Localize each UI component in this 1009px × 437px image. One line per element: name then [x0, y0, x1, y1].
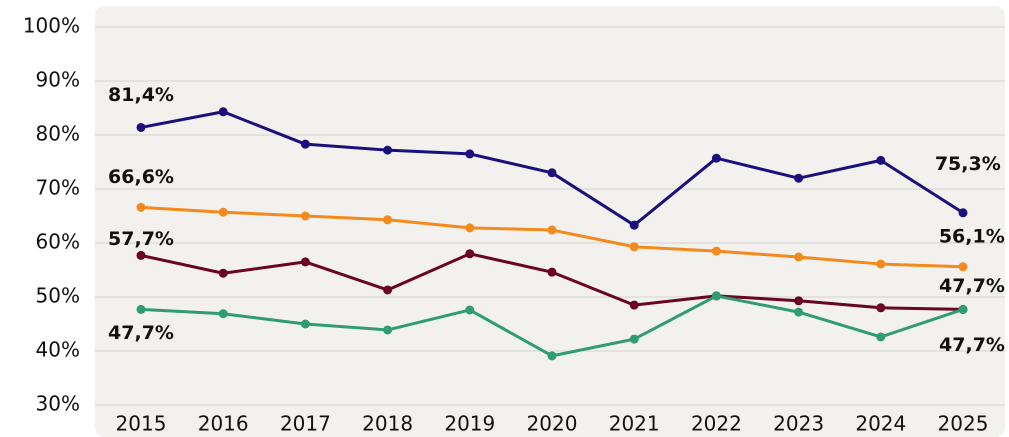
data-point: [218, 207, 228, 217]
data-point: [218, 268, 228, 278]
data-point: [547, 351, 557, 361]
data-point: [465, 305, 475, 315]
x-tick-label: 2024: [855, 412, 906, 436]
data-label: 47,7%: [939, 334, 1005, 356]
y-tick-label: 100%: [23, 14, 80, 38]
y-tick-label: 50%: [36, 284, 80, 308]
y-tick-label: 40%: [36, 338, 80, 362]
data-point: [794, 252, 804, 262]
x-tick-label: 2016: [198, 412, 249, 436]
data-point: [876, 303, 886, 313]
data-point: [794, 173, 804, 183]
data-point: [794, 296, 804, 306]
x-tick-label: 2020: [527, 412, 578, 436]
data-label: 47,7%: [939, 275, 1005, 297]
data-label: 47,7%: [108, 322, 174, 344]
data-point: [465, 149, 475, 159]
data-point: [136, 122, 146, 132]
data-point: [300, 257, 310, 267]
data-label: 66,6%: [108, 166, 174, 188]
y-tick-label: 30%: [36, 392, 80, 416]
data-point: [958, 208, 968, 218]
data-point: [711, 291, 721, 301]
data-point: [711, 246, 721, 256]
data-point: [383, 285, 393, 295]
data-point: [547, 267, 557, 277]
data-label: 75,3%: [935, 153, 1001, 175]
y-tick-label: 70%: [36, 176, 80, 200]
data-label: 57,7%: [108, 228, 174, 250]
data-point: [876, 155, 886, 165]
data-point: [711, 153, 721, 163]
data-point: [218, 107, 228, 117]
y-tick-label: 80%: [36, 122, 80, 146]
x-tick-label: 2021: [609, 412, 660, 436]
x-tick-label: 2019: [444, 412, 495, 436]
data-point: [465, 223, 475, 233]
x-tick-label: 2015: [116, 412, 167, 436]
plot-background: [95, 6, 1005, 437]
x-tick-label: 2018: [362, 412, 413, 436]
data-label: 56,1%: [939, 226, 1005, 248]
data-point: [629, 334, 639, 344]
x-tick-label: 2017: [280, 412, 331, 436]
data-point: [300, 319, 310, 329]
data-point: [876, 259, 886, 269]
data-point: [383, 325, 393, 335]
y-tick-label: 90%: [36, 68, 80, 92]
data-point: [794, 307, 804, 317]
data-point: [876, 332, 886, 342]
data-point: [465, 249, 475, 259]
data-point: [383, 145, 393, 155]
data-point: [958, 304, 968, 314]
data-point: [218, 309, 228, 319]
x-tick-label: 2025: [938, 412, 989, 436]
data-point: [300, 139, 310, 149]
x-tick-label: 2022: [691, 412, 742, 436]
data-point: [300, 211, 310, 221]
x-tick-label: 2023: [773, 412, 824, 436]
data-point: [629, 242, 639, 252]
data-point: [547, 168, 557, 178]
data-point: [136, 304, 146, 314]
data-point: [136, 202, 146, 212]
data-point: [383, 215, 393, 225]
data-point: [136, 250, 146, 260]
data-point: [629, 220, 639, 230]
data-point: [547, 225, 557, 235]
data-point: [629, 300, 639, 310]
data-point: [958, 262, 968, 272]
y-tick-label: 60%: [36, 230, 80, 254]
data-label: 81,4%: [108, 84, 174, 106]
